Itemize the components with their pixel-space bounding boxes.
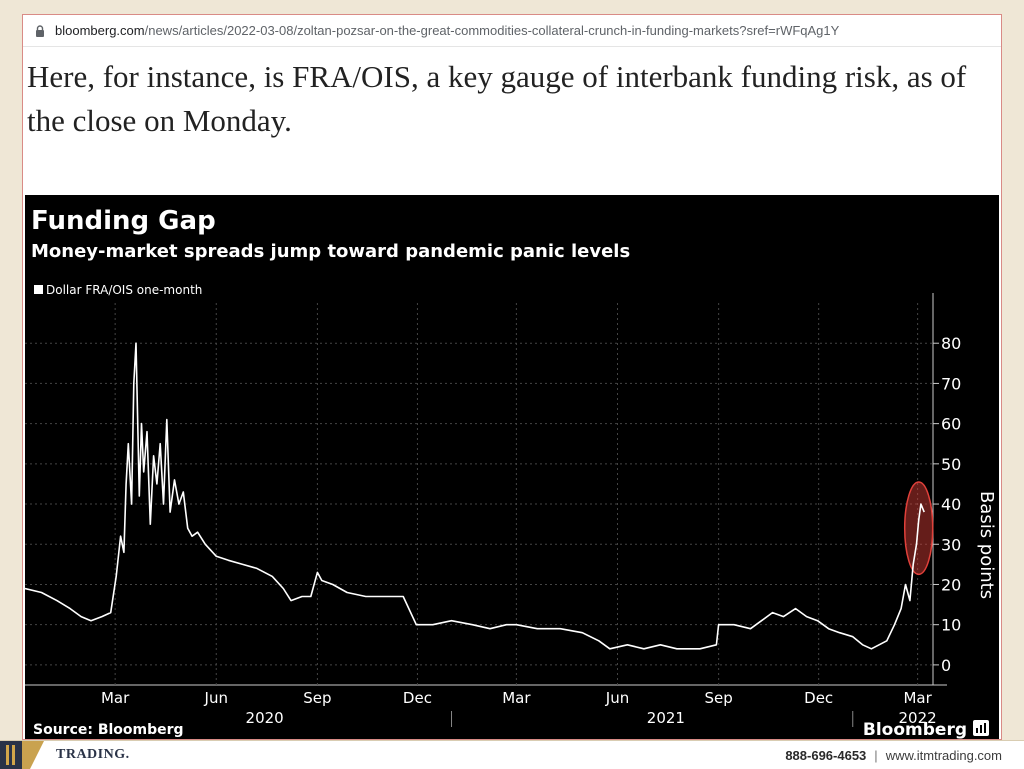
browser-frame: bloomberg.com/news/articles/2022-03-08/z… bbox=[22, 14, 1002, 740]
article-lead-text: Here, for instance, is FRA/OIS, a key ga… bbox=[27, 59, 967, 138]
x-tick-label: Mar bbox=[502, 689, 531, 707]
y-tick-label: 10 bbox=[941, 616, 961, 635]
legend-swatch bbox=[34, 285, 43, 294]
series-line bbox=[25, 342, 925, 650]
y-tick-label: 20 bbox=[941, 575, 961, 594]
y-tick-label: 80 bbox=[941, 334, 961, 353]
x-tick-label: Sep bbox=[705, 689, 733, 707]
lock-icon bbox=[36, 24, 44, 37]
chart-title: Funding Gap bbox=[31, 206, 216, 236]
source-label: Source: Bloomberg bbox=[33, 722, 184, 738]
year-label: 2021 bbox=[647, 709, 685, 727]
y-tick-label: 30 bbox=[941, 535, 961, 554]
y-axis-label: Basis points bbox=[976, 491, 997, 599]
x-tick-label: Mar bbox=[903, 689, 932, 707]
x-tick-label: Dec bbox=[804, 689, 833, 707]
x-tick-label: Mar bbox=[101, 689, 130, 707]
chart-svg: Funding Gap Money-market spreads jump to… bbox=[25, 206, 997, 739]
brand-logo: TRADING. bbox=[0, 741, 130, 769]
y-tick-label: 70 bbox=[941, 374, 961, 393]
itm-logo-icon bbox=[0, 741, 44, 769]
contact-info: 888-696-4653 | www.itmtrading.com bbox=[785, 741, 1002, 769]
address-bar[interactable]: bloomberg.com/news/articles/2022-03-08/z… bbox=[23, 15, 1001, 47]
website-link[interactable]: www.itmtrading.com bbox=[885, 747, 1002, 763]
chart-subtitle: Money-market spreads jump toward pandemi… bbox=[31, 241, 630, 262]
x-tick-label: Sep bbox=[303, 689, 331, 707]
brand-text: TRADING. bbox=[56, 747, 130, 762]
y-tick-label: 60 bbox=[941, 415, 961, 434]
contact-separator: | bbox=[874, 747, 878, 763]
bloomberg-logo-text: Bloomberg bbox=[863, 720, 967, 739]
y-tick-label: 0 bbox=[941, 656, 951, 675]
x-tick-label: Dec bbox=[403, 689, 432, 707]
funding-gap-chart: Funding Gap Money-market spreads jump to… bbox=[25, 195, 999, 739]
legend-label: Dollar FRA/OIS one-month bbox=[46, 283, 202, 297]
year-label: 2022 bbox=[899, 709, 937, 727]
site-footer: TRADING. 888-696-4653 | www.itmtrading.c… bbox=[0, 740, 1024, 769]
url-host: bloomberg.com bbox=[55, 23, 145, 38]
y-tick-label: 50 bbox=[941, 455, 961, 474]
bloomberg-logo-icon bbox=[973, 720, 989, 736]
url-path: /news/articles/2022-03-08/zoltan-pozsar-… bbox=[144, 23, 840, 38]
url-text[interactable]: bloomberg.com/news/articles/2022-03-08/z… bbox=[55, 23, 839, 38]
x-tick-label: Jun bbox=[204, 689, 228, 707]
phone-number[interactable]: 888-696-4653 bbox=[785, 747, 867, 763]
x-tick-label: Jun bbox=[605, 689, 629, 707]
year-label: 2020 bbox=[246, 709, 284, 727]
y-tick-label: 40 bbox=[941, 495, 961, 514]
